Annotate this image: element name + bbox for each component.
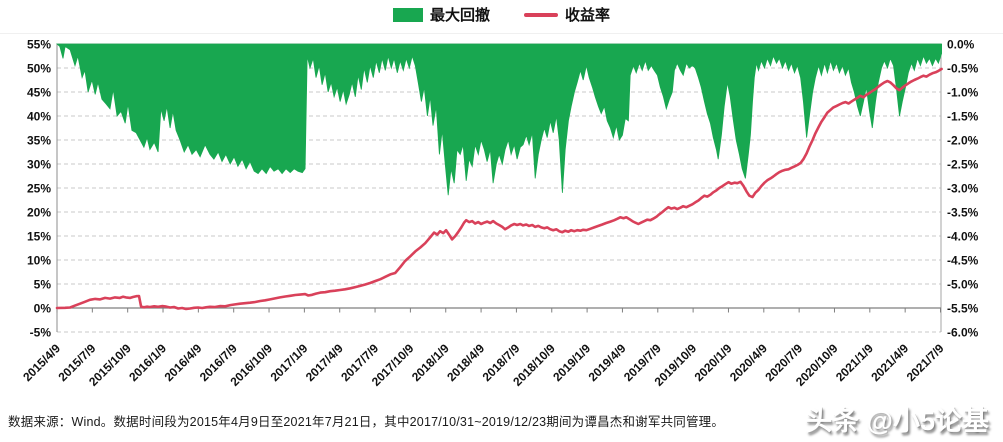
x-tick-label: 2019/1/9 <box>550 341 593 384</box>
x-tick-label: 2017/1/9 <box>268 341 311 384</box>
y-left-tick-label: 55% <box>27 38 51 52</box>
y-right-tick-label: -2.0% <box>947 134 979 148</box>
legend-label-return: 收益率 <box>565 7 611 24</box>
x-tick-label: 2021/7/9 <box>904 341 947 384</box>
watermark: 头条 @小5论基 <box>805 406 989 436</box>
x-tick-label: 2019/4/9 <box>586 341 629 384</box>
y-left-tick-label: -5% <box>30 326 52 340</box>
return-line <box>55 67 943 311</box>
x-tick-label: 2016/4/9 <box>162 341 205 384</box>
y-right-tick-label: -2.5% <box>947 158 979 172</box>
y-left-tick-label: 30% <box>27 158 51 172</box>
y-left-tick-label: 20% <box>27 206 51 220</box>
max-drawdown-area <box>55 43 942 196</box>
y-left-tick-label: 0% <box>34 302 52 316</box>
return-line-swatch-icon <box>524 12 558 17</box>
legend-label-max-drawdown: 最大回撤 <box>429 7 490 24</box>
y-right-tick-label: -5.0% <box>947 278 979 292</box>
x-tick-label: 2016/1/9 <box>126 341 169 384</box>
max-drawdown-area-swatch-icon <box>392 7 423 22</box>
y-right-tick-label: -1.5% <box>947 110 979 124</box>
y-right-tick-label: -6.0% <box>947 326 979 340</box>
x-tick-label: 2020/4/9 <box>727 341 770 384</box>
x-tick-label: 2018/4/9 <box>444 341 487 384</box>
y-right-tick-label: -1.0% <box>947 86 979 100</box>
y-right-tick-label: -5.5% <box>947 302 979 316</box>
y-right-tick-label: -3.0% <box>947 182 979 196</box>
x-tick-label: 2018/1/9 <box>409 341 452 384</box>
y-right-tick-label: 0.0% <box>947 38 975 52</box>
y-left-tick-label: 10% <box>27 254 51 268</box>
legend-separator <box>0 33 1003 34</box>
y-right-tick-label: -4.5% <box>947 254 979 268</box>
chart-legend: 最大回撤 收益率 <box>0 4 1003 25</box>
y-left-tick-label: 50% <box>27 62 51 76</box>
data-source-note: 数据来源：Wind。数据时间段为2015年4月9日至2021年7月21日，其中2… <box>8 415 725 429</box>
y-left-tick-label: 15% <box>27 230 51 244</box>
y-right-tick-label: -0.5% <box>947 62 979 76</box>
y-left-tick-label: 35% <box>27 134 51 148</box>
x-tick-label: 2015/4/9 <box>20 341 63 384</box>
legend-item-return: 收益率 <box>524 4 610 25</box>
x-tick-label: 2020/1/9 <box>692 341 735 384</box>
x-tick-label: 2021/1/9 <box>833 341 876 384</box>
y-right-tick-label: -3.5% <box>947 206 979 220</box>
drawdown-return-combo-chart: 55% 50% 45% 40% 35% 30% 25% 20% 15% 10% 5% 0% -5% 0.0… <box>20 38 979 389</box>
x-tick-label: 2017/4/9 <box>303 341 346 384</box>
y-left-tick-label: 40% <box>27 110 51 124</box>
y-left-tick-label: 45% <box>27 86 51 100</box>
legend-item-max-drawdown: 最大回撤 <box>392 4 490 25</box>
y-right-tick-label: -4.0% <box>947 230 979 244</box>
y-left-tick-label: 5% <box>34 278 52 292</box>
x-tick-label: 2021/4/9 <box>868 341 911 384</box>
y-left-tick-label: 25% <box>27 182 51 196</box>
